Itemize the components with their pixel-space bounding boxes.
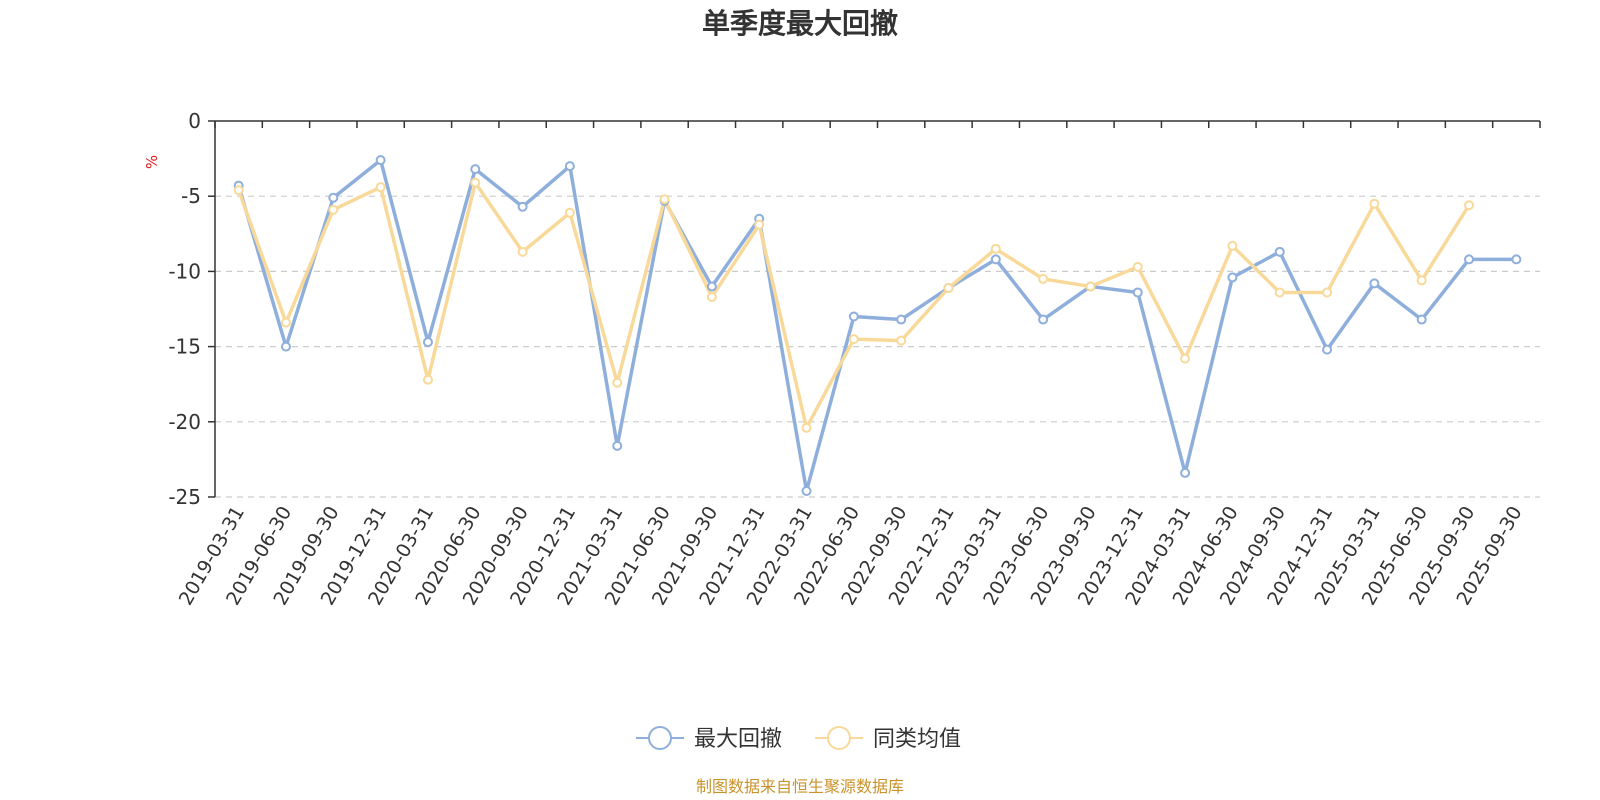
data-point[interactable] <box>280 341 291 352</box>
data-point[interactable] <box>517 201 528 212</box>
y-tick-label: -20 <box>168 410 201 434</box>
y-tick-label: -25 <box>168 485 201 509</box>
data-point[interactable] <box>375 182 386 193</box>
data-point[interactable] <box>564 207 575 218</box>
data-point[interactable] <box>1274 246 1285 257</box>
source-note: 制图数据来自恒生聚源数据库 <box>696 777 904 796</box>
data-point[interactable] <box>1085 281 1096 292</box>
data-point[interactable] <box>328 192 339 203</box>
data-point[interactable] <box>896 314 907 325</box>
data-point[interactable] <box>1511 254 1522 265</box>
data-point[interactable] <box>470 164 481 175</box>
data-point[interactable] <box>1274 287 1285 298</box>
legend-label: 同类均值 <box>873 727 961 752</box>
data-point[interactable] <box>1227 272 1238 283</box>
y-tick-labels: 0 -5 -10 -15 -20 -25 <box>168 109 201 509</box>
data-point[interactable] <box>990 243 1001 254</box>
data-point[interactable] <box>612 377 623 388</box>
axes <box>208 120 1541 498</box>
x-tick-labels: 2019-03-312019-06-302019-09-302019-12-31… <box>175 502 1527 609</box>
y-tick-label: -10 <box>168 259 201 283</box>
y-tick-label: 0 <box>188 109 201 133</box>
grid-lines <box>215 195 1540 498</box>
legend-item-2[interactable]: 同类均值 <box>815 726 961 752</box>
data-point[interactable] <box>706 281 717 292</box>
data-point[interactable] <box>1038 273 1049 284</box>
data-point[interactable] <box>754 219 765 230</box>
data-point[interactable] <box>1322 344 1333 355</box>
data-point[interactable] <box>1322 287 1333 298</box>
data-point[interactable] <box>1416 314 1427 325</box>
data-point[interactable] <box>1416 275 1427 286</box>
data-point[interactable] <box>801 485 812 496</box>
data-point[interactable] <box>1038 314 1049 325</box>
data-point[interactable] <box>1369 278 1380 289</box>
data-point[interactable] <box>990 254 1001 265</box>
data-point[interactable] <box>1464 200 1475 211</box>
y-axis-unit: % <box>143 155 161 169</box>
chart-title: 单季度最大回撤 <box>702 7 898 40</box>
data-point[interactable] <box>1369 198 1380 209</box>
data-point[interactable] <box>470 177 481 188</box>
data-point[interactable] <box>517 246 528 257</box>
data-point[interactable] <box>659 194 670 205</box>
data-point[interactable] <box>801 422 812 433</box>
data-point[interactable] <box>1132 261 1143 272</box>
data-point[interactable] <box>375 155 386 166</box>
y-tick-label: -15 <box>168 335 201 359</box>
data-point[interactable] <box>848 311 859 322</box>
data-point[interactable] <box>943 282 954 293</box>
data-point[interactable] <box>848 334 859 345</box>
legend-label: 最大回撤 <box>694 727 782 752</box>
data-point[interactable] <box>422 374 433 385</box>
series-line-1 <box>236 158 1517 493</box>
data-point[interactable] <box>706 291 717 302</box>
data-point[interactable] <box>612 440 623 451</box>
data-point[interactable] <box>1227 240 1238 251</box>
series-group <box>233 155 1522 496</box>
series-line-2 <box>237 180 1471 430</box>
data-point[interactable] <box>1180 353 1191 364</box>
data-point[interactable] <box>1464 254 1475 265</box>
data-point[interactable] <box>896 335 907 346</box>
data-point[interactable] <box>1180 467 1191 478</box>
legend-marker <box>827 726 851 750</box>
y-tick-label: -5 <box>181 184 201 208</box>
data-point[interactable] <box>280 317 291 328</box>
legend[interactable]: 最大回撤 同类均值 <box>636 726 961 752</box>
data-point[interactable] <box>564 161 575 172</box>
legend-marker <box>648 726 672 750</box>
data-point[interactable] <box>233 185 244 196</box>
data-point[interactable] <box>328 204 339 215</box>
data-point[interactable] <box>1132 287 1143 298</box>
data-point[interactable] <box>422 337 433 348</box>
legend-item-1[interactable]: 最大回撤 <box>636 726 782 752</box>
